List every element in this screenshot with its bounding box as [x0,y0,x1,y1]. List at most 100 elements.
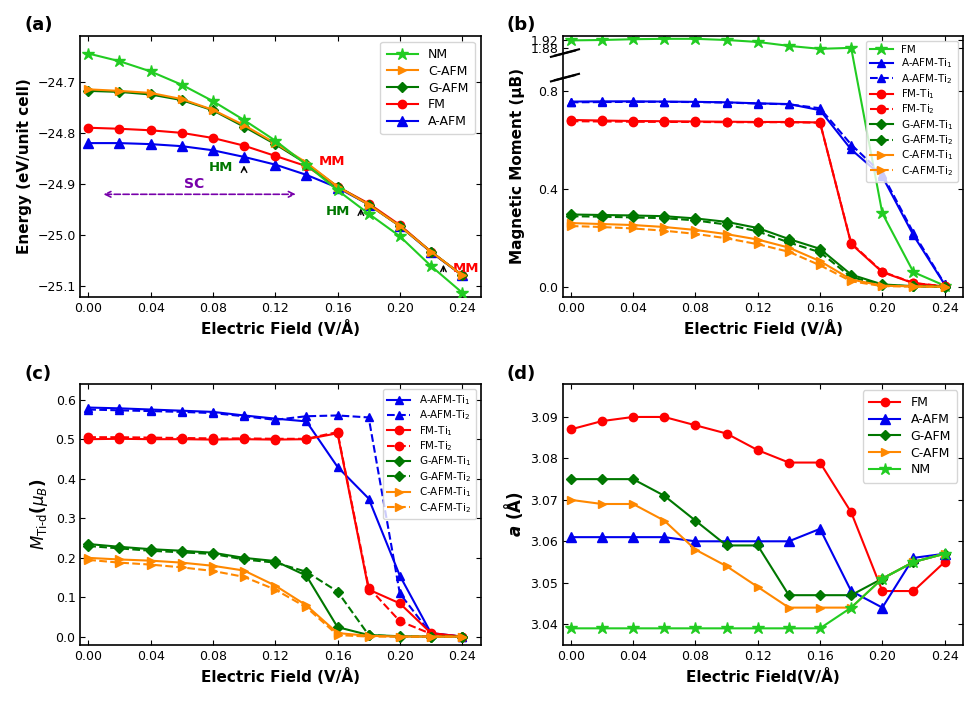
C-AFM-Ti$_1$ [814,257,826,265]
C-AFM-Ti$_2$ [876,282,888,291]
Legend: NM, C-AFM, G-AFM, FM, A-AFM: NM, C-AFM, G-AFM, FM, A-AFM [380,42,474,134]
A-AFM-Ti$_1$ [939,280,951,289]
C-AFM-Ti$_2$ [270,585,281,594]
G-AFM [783,591,795,600]
FM-Ti$_2$ [814,119,826,127]
FM-Ti$_1$ [425,629,437,637]
Line: A-AFM-Ti$_1$: A-AFM-Ti$_1$ [566,97,949,289]
NM [596,624,608,633]
C-AFM [720,562,732,571]
G-AFM-Ti$_2$ [627,213,639,222]
FM-Ti$_1$ [783,118,795,126]
FM-Ti$_2$ [457,633,468,641]
FM-Ti$_2$ [690,118,702,126]
A-AFM-Ti$_1$ [207,408,219,416]
C-AFM-Ti$_1$ [394,633,406,641]
C-AFM-Ti$_1$ [175,558,187,567]
G-AFM [425,247,437,256]
G-AFM-Ti$_1$ [907,282,919,291]
FM-Ti$_2$ [331,428,343,436]
A-AFM [114,139,125,147]
A-AFM [690,537,702,545]
A-AFM-Ti$_2$ [596,98,608,106]
Line: C-AFM-Ti$_1$: C-AFM-Ti$_1$ [84,554,466,641]
NM [82,49,94,58]
A-AFM [659,533,670,541]
C-AFM-Ti$_1$ [425,633,437,641]
Text: (a): (a) [24,16,53,34]
FM-Ti$_2$ [363,583,374,592]
FM [939,558,951,567]
G-AFM [238,123,250,131]
G-AFM [114,88,125,96]
A-AFM [363,200,374,208]
FM [564,37,576,45]
FM-Ti$_2$ [752,118,763,126]
FM-Ti$_1$ [331,429,343,437]
A-AFM-Ti$_2$ [752,100,763,108]
G-AFM-Ti$_2$ [363,631,374,640]
A-AFM [301,171,313,179]
A-AFM-Ti$_2$ [846,140,858,149]
FM [814,458,826,467]
A-AFM-Ti$_1$ [301,417,313,425]
C-AFM [175,95,187,103]
C-AFM-Ti$_2$ [846,277,858,286]
Text: HM: HM [209,161,233,174]
A-AFM-Ti$_2$ [876,170,888,178]
C-AFM-Ti$_1$ [363,632,374,640]
G-AFM-Ti$_2$ [301,567,313,576]
C-AFM-Ti$_2$ [752,240,763,249]
C-AFM [659,517,670,525]
C-AFM [82,85,94,93]
G-AFM-Ti$_1$ [720,218,732,226]
A-AFM-Ti$_1$ [907,231,919,239]
G-AFM-Ti$_1$ [690,214,702,223]
C-AFM-Ti$_2$ [907,282,919,291]
C-AFM [846,604,858,612]
NM [175,81,187,89]
G-AFM-Ti$_2$ [814,248,826,256]
G-AFM-Ti$_1$ [301,571,313,580]
G-AFM [627,475,639,484]
FM [627,35,639,44]
A-AFM [939,550,951,558]
FM-Ti$_2$ [783,118,795,126]
G-AFM-Ti$_1$ [846,270,858,279]
NM [659,624,670,633]
FM-Ti$_1$ [907,279,919,287]
FM-Ti$_2$ [720,118,732,126]
Line: FM: FM [84,124,466,279]
C-AFM [752,583,763,591]
A-AFM-Ti$_2$ [907,229,919,237]
C-AFM-Ti$_2$ [363,633,374,641]
G-AFM [363,200,374,208]
C-AFM-Ti$_1$ [627,221,639,230]
G-AFM-Ti$_1$ [457,633,468,641]
NM [846,604,858,612]
C-AFM [394,222,406,230]
G-AFM-Ti$_1$ [331,623,343,631]
C-AFM-Ti$_1$ [238,567,250,575]
Text: MM: MM [453,262,479,275]
G-AFM [752,541,763,550]
FM-Ti$_1$ [145,435,157,444]
Line: G-AFM-Ti$_1$: G-AFM-Ti$_1$ [85,541,466,640]
FM [425,247,437,256]
Line: FM-Ti$_1$: FM-Ti$_1$ [566,116,949,291]
C-AFM-Ti$_1$ [457,633,468,641]
X-axis label: Electric Field(V/Å): Electric Field(V/Å) [686,668,840,685]
FM [659,34,670,43]
G-AFM-Ti$_1$ [145,545,157,553]
FM [907,268,919,277]
FM-Ti$_2$ [425,630,437,638]
Y-axis label: Magnetic Moment (μB): Magnetic Moment (μB) [510,68,524,264]
C-AFM-Ti$_2$ [659,227,670,235]
A-AFM-Ti$_1$ [876,172,888,180]
C-AFM-Ti$_2$ [238,573,250,581]
C-AFM-Ti$_1$ [846,275,858,284]
A-AFM-Ti$_1$ [331,463,343,471]
G-AFM-Ti$_2$ [175,548,187,557]
FM [783,458,795,467]
FM [82,124,94,132]
